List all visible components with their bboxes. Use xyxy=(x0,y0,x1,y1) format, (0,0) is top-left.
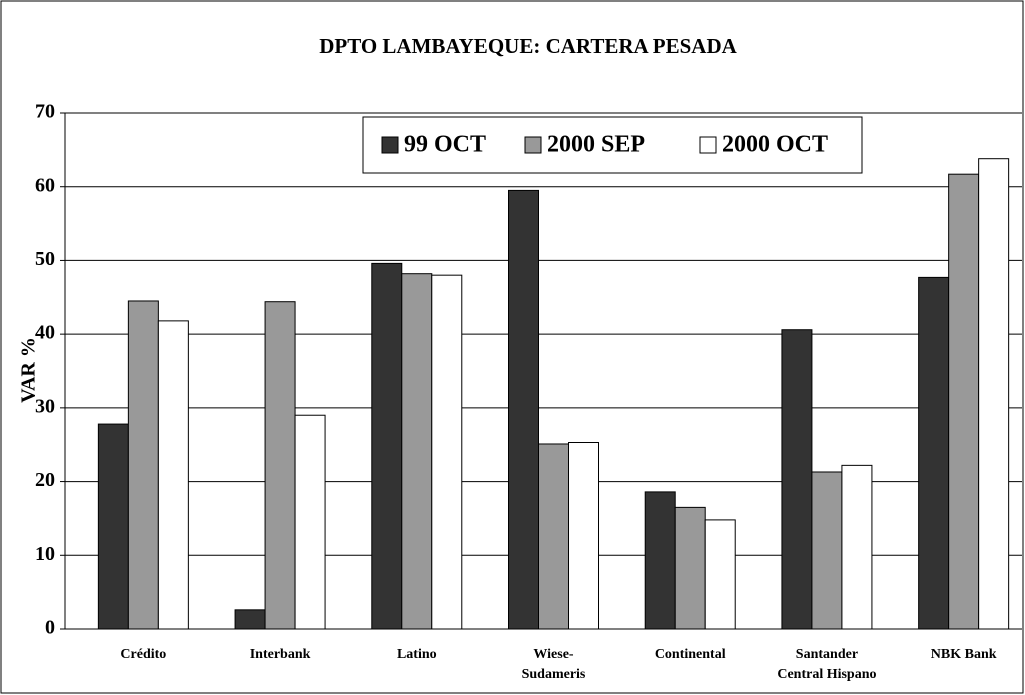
x-tick-label: Latino xyxy=(397,647,437,662)
legend-label: 2000 SEP xyxy=(547,132,645,158)
x-tick-label: Continental xyxy=(655,647,726,662)
legend-label: 99 OCT xyxy=(404,132,486,158)
bar xyxy=(127,300,159,630)
legend-label: 2000 OCT xyxy=(722,132,828,158)
bar xyxy=(401,273,433,630)
bar xyxy=(811,471,843,630)
bar xyxy=(508,189,539,630)
legend-box xyxy=(362,116,863,174)
y-tick-label: 0 xyxy=(45,617,55,639)
bar xyxy=(704,519,736,630)
bar xyxy=(948,173,980,630)
legend-swatch xyxy=(524,136,542,154)
x-tick-label: NBK Bank xyxy=(931,647,997,662)
x-tick-label: Crédito xyxy=(120,647,166,662)
x-tick-label: Interbank xyxy=(250,647,311,662)
legend-swatch xyxy=(381,136,399,154)
y-tick-label: 40 xyxy=(35,322,55,344)
bar xyxy=(431,274,463,630)
bar xyxy=(371,262,403,630)
y-tick-label: 30 xyxy=(35,395,55,417)
bar xyxy=(264,301,296,630)
bar xyxy=(234,609,266,630)
x-tick-label: Santander Central Hispano xyxy=(777,647,876,682)
bar xyxy=(538,443,569,630)
chart-title: DPTO LAMBAYEQUE: CARTERA PESADA xyxy=(319,34,737,58)
bar xyxy=(568,442,599,630)
y-tick-label: 10 xyxy=(35,543,55,565)
bar xyxy=(918,276,950,630)
bar xyxy=(781,329,813,630)
bar xyxy=(97,423,129,630)
bar xyxy=(294,414,326,630)
y-tick-label: 50 xyxy=(35,248,55,270)
x-tick-label: Wiese-Sudameris xyxy=(522,647,586,682)
bar xyxy=(978,158,1010,630)
y-tick-label: 70 xyxy=(35,101,55,123)
legend-swatch xyxy=(699,136,717,154)
y-axis-label: VAR % xyxy=(18,337,40,403)
bar xyxy=(674,506,706,630)
y-tick-label: 20 xyxy=(35,469,55,491)
bar xyxy=(157,320,189,630)
bar xyxy=(841,464,873,630)
bar xyxy=(644,491,676,630)
y-tick-label: 60 xyxy=(35,174,55,196)
